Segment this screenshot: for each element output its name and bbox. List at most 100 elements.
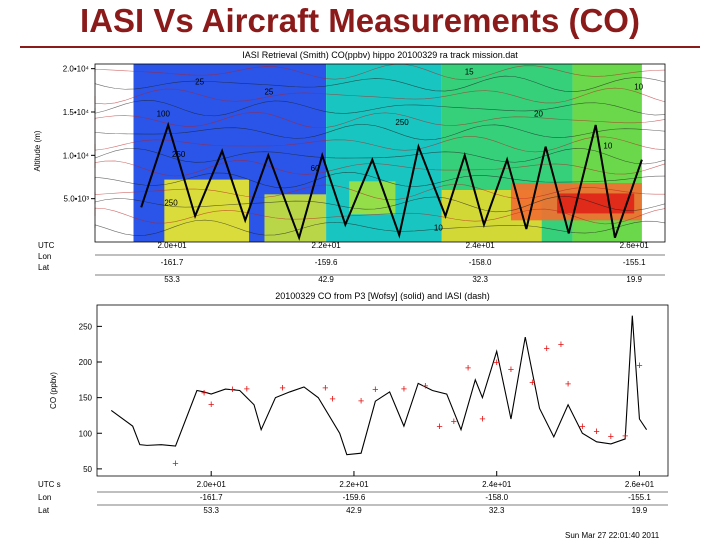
- iasi-co-point: +: [172, 458, 178, 470]
- contour-line: [94, 195, 666, 213]
- x-tick-utc: 2.4e+01: [482, 480, 512, 489]
- x-tick-lon: -158.0: [469, 258, 492, 267]
- x-tick-lon: -155.1: [623, 258, 646, 267]
- y-tick-label: 50: [83, 465, 92, 474]
- y-tick-label: 250: [79, 322, 93, 331]
- iasi-co-point: +: [493, 357, 499, 369]
- iasi-co-point: +: [558, 339, 564, 351]
- iasi-co-point: +: [436, 421, 442, 433]
- y-tick-label: 100: [79, 429, 93, 438]
- contour-label: 250: [395, 118, 409, 127]
- iasi-co-point: +: [322, 383, 328, 395]
- contour-line: [94, 207, 666, 225]
- contour-line: [94, 75, 666, 92]
- iasi-co-point: +: [401, 383, 407, 395]
- panel-title: 20100329 CO from P3 [Wofsy] (solid) and …: [275, 291, 489, 301]
- slide-title: IASI Vs Aircraft Measurements (CO): [80, 2, 640, 39]
- flight-track-line: [140, 121, 643, 241]
- iasi-co-point: +: [422, 381, 428, 393]
- iasi-retrieval-panel: IASI Retrieval (Smith) CO(ppbv) hippo 20…: [33, 50, 666, 284]
- x-tick-utc: 2.0e+01: [197, 480, 227, 489]
- iasi-co-point: +: [279, 383, 285, 395]
- title-underline: [20, 46, 700, 48]
- x-tick-lat: 53.3: [164, 275, 180, 284]
- iasi-co-point: +: [229, 384, 235, 396]
- y-tick-label: 5.0•10³: [64, 195, 90, 204]
- iasi-co-point: +: [372, 384, 378, 396]
- row-label: UTC: [38, 241, 55, 250]
- iasi-co-point: +: [465, 363, 471, 375]
- iasi-co-point: +: [529, 377, 535, 389]
- iasi-co-point: +: [208, 399, 214, 411]
- iasi-co-point: +: [565, 378, 571, 390]
- x-tick-utc: 2.4e+01: [466, 241, 496, 250]
- x-tick-utc: 2.0e+01: [157, 241, 187, 250]
- panel-frame: [94, 63, 666, 243]
- contour-label: 250: [172, 150, 186, 159]
- iasi-co-point: +: [201, 388, 207, 400]
- x-tick-lon: -161.7: [200, 493, 223, 502]
- x-tick-lon: -159.6: [343, 493, 366, 502]
- timestamp-stamp: Sun Mar 27 22:01:40 2011: [565, 531, 660, 540]
- contour-label: 10: [634, 82, 643, 91]
- x-tick-utc: 2.6e+01: [625, 480, 655, 489]
- iasi-co-point: +: [579, 421, 585, 433]
- contour-label: 15: [465, 68, 474, 77]
- iasi-co-point: +: [329, 393, 335, 405]
- iasi-co-point: +: [608, 431, 614, 443]
- x-tick-lon: -155.1: [628, 493, 651, 502]
- heatmap-band: [95, 64, 134, 242]
- x-tick-lat: 19.9: [632, 506, 648, 515]
- contour-line: [94, 111, 666, 129]
- contour-line: [94, 87, 666, 105]
- x-tick-lat: 32.3: [489, 506, 505, 515]
- heatmap-band: [326, 64, 442, 242]
- x-tick-utc: 2.2e+01: [312, 241, 342, 250]
- y-tick-label: 1.5•10⁴: [63, 108, 90, 117]
- contour-line: [94, 136, 666, 153]
- contour-label: 25: [264, 88, 273, 97]
- x-tick-lat: 32.3: [472, 275, 488, 284]
- iasi-co-point: +: [358, 395, 364, 407]
- x-tick-lon: -159.6: [315, 258, 338, 267]
- y-tick-label: 200: [79, 358, 93, 367]
- co-timeseries-panel: 20100329 CO from P3 [Wofsy] (solid) and …: [38, 291, 669, 515]
- panel-title: IASI Retrieval (Smith) CO(ppbv) hippo 20…: [242, 50, 518, 60]
- row-label: Lon: [38, 493, 51, 502]
- contour-label: 60: [311, 164, 320, 173]
- panel-frame: [96, 304, 669, 477]
- y-tick-label: 150: [79, 394, 93, 403]
- contour-label: 20: [534, 109, 543, 118]
- contour-label: 25: [195, 77, 204, 86]
- x-tick-lon: -158.0: [485, 493, 508, 502]
- contour-line: [94, 99, 666, 117]
- x-tick-utc: 2.2e+01: [339, 480, 369, 489]
- iasi-co-point: +: [593, 426, 599, 438]
- x-tick-lat: 42.9: [318, 275, 334, 284]
- row-label: Lat: [38, 506, 50, 515]
- contour-label: 250: [164, 199, 178, 208]
- y-tick-label: 2.0•10⁴: [63, 65, 90, 74]
- y-tick-label: 1.0•10⁴: [63, 151, 90, 160]
- p3-co-series-line: [110, 315, 648, 456]
- contour-line: [94, 124, 666, 141]
- iasi-co-point: +: [451, 416, 457, 428]
- iasi-co-point: +: [622, 430, 628, 442]
- contour-label: 100: [157, 109, 171, 118]
- x-tick-lat: 53.3: [203, 506, 219, 515]
- x-tick-lat: 19.9: [626, 275, 642, 284]
- row-label: Lat: [38, 263, 50, 272]
- iasi-co-point: +: [479, 413, 485, 425]
- x-tick-lat: 42.9: [346, 506, 362, 515]
- iasi-co-point: +: [543, 343, 549, 355]
- x-tick-utc: 2.6e+01: [620, 241, 650, 250]
- contour-line: [94, 148, 666, 165]
- y-axis-label: CO (ppbv): [49, 372, 58, 409]
- x-tick-lon: -161.7: [161, 258, 184, 267]
- contour-label: 10: [434, 224, 443, 233]
- iasi-co-point: +: [508, 364, 514, 376]
- contour-label: 10: [603, 141, 612, 150]
- contour-line: [94, 63, 666, 80]
- contour-line: [94, 160, 666, 177]
